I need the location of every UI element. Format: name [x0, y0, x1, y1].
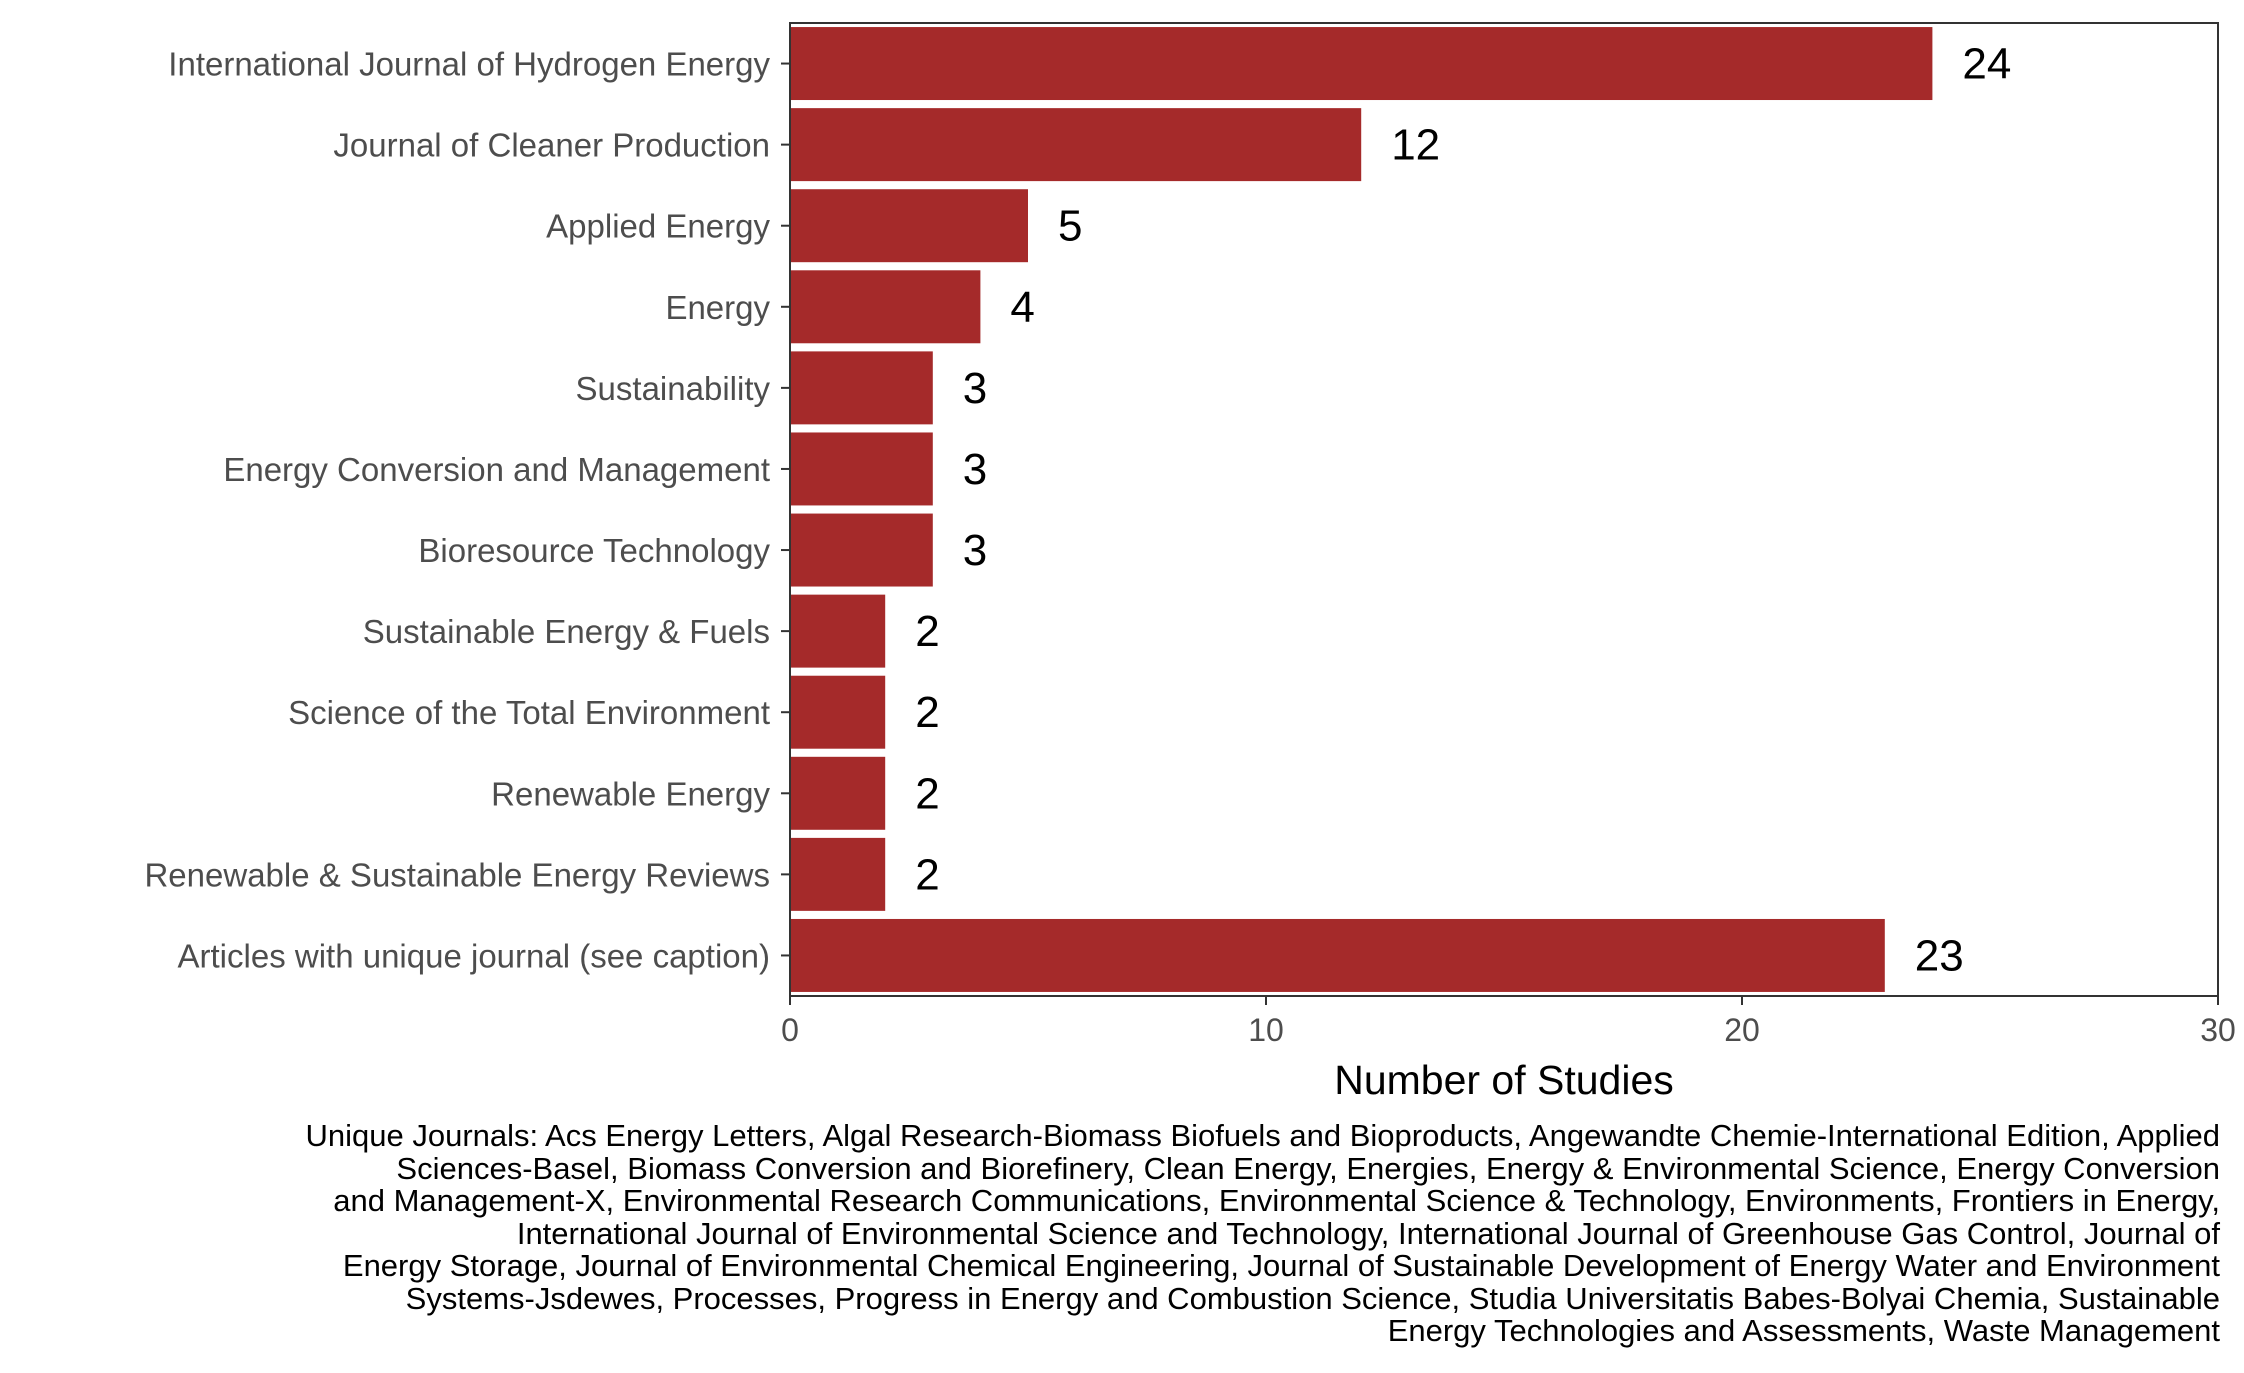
y-tick-label: Renewable Energy — [491, 775, 770, 812]
y-tick-label: Energy — [665, 289, 770, 326]
y-tick-label: Renewable & Sustainable Energy Reviews — [144, 856, 770, 893]
bar — [790, 918, 1885, 992]
data-label: 2 — [915, 688, 939, 737]
data-label: 4 — [1010, 283, 1034, 332]
bar — [790, 189, 1028, 263]
x-tick-label: 10 — [1248, 1012, 1284, 1048]
caption: Unique Journals: Acs Energy Letters, Alg… — [100, 1118, 2221, 1348]
data-label: 2 — [915, 769, 939, 818]
y-tick-label: Sustainability — [576, 370, 771, 407]
bar — [790, 432, 933, 506]
y-tick-label: Science of the Total Environment — [288, 694, 770, 731]
data-label: 3 — [963, 445, 987, 494]
caption-line: and Management-X, Environmental Research… — [333, 1183, 2220, 1218]
y-tick-label: Energy Conversion and Management — [223, 451, 770, 488]
caption-line: Sciences-Basel, Biomass Conversion and B… — [396, 1150, 2220, 1186]
data-label: 12 — [1391, 121, 1440, 170]
plot-panel-border — [789, 22, 2219, 997]
x-axis: 0 10 20 30 — [781, 996, 2236, 1048]
caption-line: International Journal of Environmental S… — [516, 1215, 2220, 1251]
y-tick-label: Sustainable Energy & Fuels — [363, 613, 770, 650]
data-label: 2 — [915, 850, 939, 899]
y-axis-labels: International Journal of Hydrogen Energy… — [144, 46, 790, 974]
caption-line: Systems-Jsdewes, Processes, Progress in … — [405, 1280, 2220, 1316]
bar — [790, 351, 933, 425]
bar — [790, 675, 886, 749]
y-tick-label: Articles with unique journal (see captio… — [178, 937, 770, 974]
bar — [790, 108, 1362, 182]
caption-line: Energy Storage, Journal of Environmental… — [342, 1248, 2220, 1283]
bar — [790, 270, 981, 344]
x-tick-label: 0 — [781, 1012, 799, 1048]
caption-line: Unique Journals: Acs Energy Letters, Alg… — [305, 1118, 2221, 1153]
data-label: 2 — [915, 607, 939, 656]
bars-layer — [790, 27, 1933, 992]
x-axis-title: Number of Studies — [1334, 1057, 1674, 1103]
bar — [790, 594, 886, 668]
bar — [790, 513, 933, 587]
y-tick-label: Journal of Cleaner Production — [333, 127, 770, 164]
x-tick-label: 30 — [2200, 1012, 2236, 1048]
data-label: 23 — [1915, 931, 1964, 980]
data-label: 3 — [963, 526, 987, 575]
bar — [790, 837, 886, 911]
y-tick-label: Applied Energy — [546, 208, 770, 245]
y-tick-label: Bioresource Technology — [418, 532, 770, 569]
data-label: 5 — [1058, 202, 1082, 251]
data-label: 24 — [1962, 40, 2011, 89]
y-tick-label: International Journal of Hydrogen Energy — [168, 46, 770, 83]
x-tick-label: 20 — [1724, 1012, 1760, 1048]
caption-line: Energy Technologies and Assessments, Was… — [1387, 1313, 2220, 1348]
bar — [790, 756, 886, 830]
data-label: 3 — [963, 364, 987, 413]
bar — [790, 27, 1933, 101]
